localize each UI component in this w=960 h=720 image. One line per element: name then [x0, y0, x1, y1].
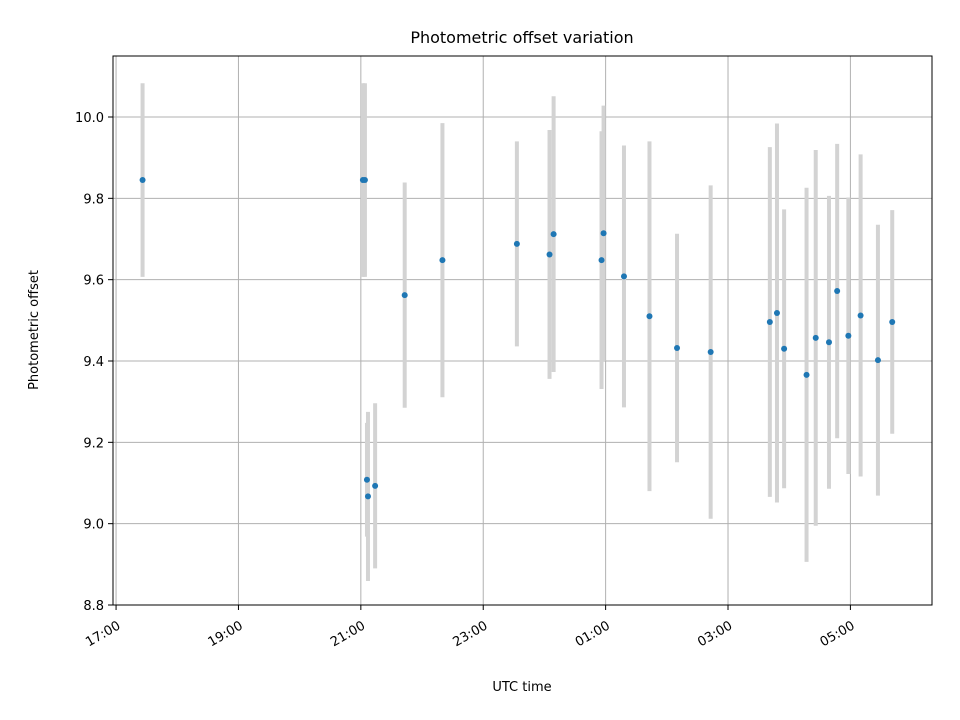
- data-point: [363, 476, 370, 483]
- data-point: [825, 339, 832, 346]
- data-point: [834, 288, 841, 295]
- data-point: [889, 318, 896, 325]
- data-point: [803, 371, 810, 378]
- data-point: [361, 177, 368, 184]
- x-axis-label: UTC time: [492, 680, 551, 695]
- data-point: [546, 251, 553, 258]
- y-tick-label: 9.8: [83, 192, 104, 207]
- data-point: [439, 257, 446, 264]
- y-tick-label: 9.0: [83, 518, 104, 533]
- data-point: [139, 177, 146, 184]
- data-point: [781, 345, 788, 352]
- data-point: [364, 493, 371, 500]
- data-point: [812, 334, 819, 341]
- data-points: [139, 177, 896, 500]
- data-point: [845, 332, 852, 339]
- y-tick-label: 9.4: [83, 355, 104, 370]
- data-point: [598, 257, 605, 264]
- data-point: [773, 310, 780, 317]
- data-point: [857, 312, 864, 319]
- chart-title: Photometric offset variation: [410, 28, 633, 47]
- data-point: [372, 482, 379, 489]
- data-point: [513, 240, 520, 247]
- data-point: [874, 357, 881, 364]
- y-axis-ticks: 8.8 9.0 9.2 9.4 9.6 9.8 10.0: [75, 111, 113, 614]
- data-point: [766, 318, 773, 325]
- data-point: [600, 230, 607, 237]
- data-point: [646, 313, 653, 320]
- plot-frame: [112, 55, 933, 606]
- data-point: [401, 292, 408, 299]
- y-axis-label: Photometric offset: [27, 270, 42, 390]
- y-tick-label: 9.6: [83, 274, 104, 289]
- y-tick-label: 10.0: [75, 111, 104, 126]
- data-point: [550, 231, 557, 238]
- data-point: [620, 273, 627, 280]
- data-point: [707, 349, 714, 356]
- data-point: [674, 344, 681, 351]
- y-tick-label: 8.8: [83, 599, 104, 614]
- y-tick-label: 9.2: [83, 436, 104, 451]
